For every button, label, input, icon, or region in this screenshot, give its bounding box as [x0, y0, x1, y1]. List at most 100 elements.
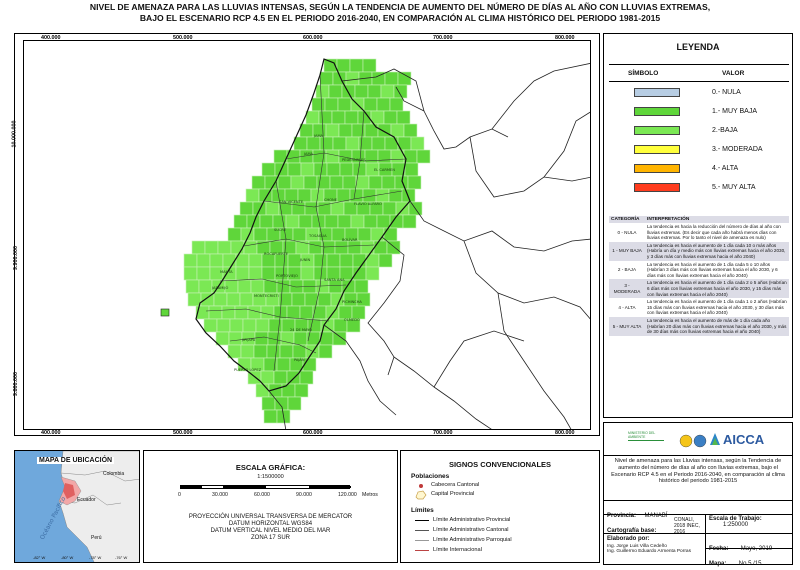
- threat-cell: [330, 201, 345, 216]
- locator-ecuador: Ecuador: [77, 497, 96, 503]
- threat-cell: [324, 214, 339, 229]
- threat-cell: [394, 175, 409, 190]
- lim-int-label: Límite Internacional: [433, 547, 482, 553]
- projection-info: PROYECCIÓN UNIVERSAL TRANSVERSA DE MERCA…: [144, 514, 397, 542]
- threat-cell: [286, 370, 301, 385]
- threat-cell: [407, 175, 422, 190]
- threat-cell: [217, 240, 232, 255]
- lim-prov-label: Límite Administrativo Provincial: [433, 517, 511, 523]
- legend-title: LEYENDA: [676, 42, 720, 52]
- threat-cell: [410, 136, 425, 151]
- interp-text: La tendencia es hacia el aumento de 1 dí…: [647, 261, 778, 278]
- threat-cell: [203, 318, 218, 333]
- threat-cell: [349, 188, 364, 203]
- place-label: JUNÍN: [299, 257, 310, 262]
- threat-cell: [384, 71, 399, 86]
- mapa-label: Mapa:: [709, 561, 727, 567]
- projection-line-4: ZONA 17 SUR: [250, 535, 290, 541]
- title-line-1: NIVEL DE AMENAZA PARA LAS LLUVIAS INTENS…: [89, 2, 711, 12]
- interp-row: 2 - BAJA La tendencia es hacia el aumento…: [609, 261, 789, 280]
- scale-unit: Metros: [362, 492, 378, 498]
- interp-category: 0 - NULA: [617, 229, 637, 235]
- threat-cell: [196, 266, 211, 281]
- map-description: Nivel de amenaza para las Lluvias intens…: [604, 455, 792, 487]
- threat-cell: [338, 123, 353, 138]
- threat-cell: [334, 240, 349, 255]
- locator-lon-1: -82° W: [33, 555, 46, 560]
- threat-cell: [319, 71, 334, 86]
- signs-title: SIGNOS CONVENCIONALES: [448, 460, 552, 469]
- y-tick-left-1: 10.000.000: [11, 120, 18, 148]
- place-label: OLMEDO: [344, 318, 360, 322]
- lim-prov-icon: [415, 520, 429, 521]
- threat-cell: [383, 110, 398, 125]
- threat-cell: [183, 253, 198, 268]
- threat-cell: [318, 344, 333, 359]
- aicca-logo-icon: [710, 433, 720, 445]
- threat-cell: [357, 227, 372, 242]
- threat-cell: [250, 279, 265, 294]
- threat-cell: [221, 305, 236, 320]
- legend-header-row: [609, 64, 789, 82]
- threat-cell: [332, 331, 347, 346]
- threat-cell: [235, 266, 250, 281]
- locator-lon-4: -76° W: [115, 555, 128, 560]
- legend-col-value: VALOR: [722, 70, 745, 77]
- threat-cell: [404, 162, 419, 177]
- threat-cell: [253, 344, 268, 359]
- place-label: PORTOVIEJO: [276, 274, 298, 278]
- x-tick-bottom-1: 400.000: [41, 430, 61, 436]
- interpretation-table: CATEGORÍA INTERPRETACIÓN 0 - NULA La tend…: [609, 216, 789, 336]
- place-label: BOLÍVAR: [342, 237, 358, 242]
- threat-cell: [215, 331, 230, 346]
- threat-cell: [276, 279, 291, 294]
- threat-cell: [378, 253, 393, 268]
- interp-text: La tendencia es hacia el aumento de más …: [645, 316, 789, 336]
- interp-text: La tendencia es hacia el aumento de 1 dí…: [645, 241, 789, 261]
- threat-cell: [265, 201, 280, 216]
- threat-cell: [237, 279, 252, 294]
- threat-cell: [287, 396, 302, 411]
- threat-cell: [294, 383, 309, 398]
- place-label: JARAMIJÓ: [211, 285, 228, 290]
- threat-cell: [311, 97, 326, 112]
- locator-lon-3: -78° W: [89, 555, 102, 560]
- map-canvas: JAMA PEDERNALES CHONE FLAVIO ALFARO EL CARME…: [23, 40, 591, 430]
- threat-cell: [291, 292, 306, 307]
- threat-cell: [354, 279, 369, 294]
- threat-cell: [367, 84, 382, 99]
- threat-cell: [276, 357, 291, 372]
- threat-cell: [277, 175, 292, 190]
- legend-value: 0.- NULA: [712, 89, 741, 96]
- legend-panel: LEYENDA SÍMBOLO VALOR 0.- NULA 1.- MUY BA…: [603, 33, 793, 418]
- threat-cell: [299, 123, 314, 138]
- interp-category: 4 - ALTA: [618, 304, 636, 310]
- threat-cell: [342, 175, 357, 190]
- locator-colombia: Colombia: [103, 471, 125, 477]
- threat-cell: [382, 201, 397, 216]
- threat-cell: [360, 240, 375, 255]
- scale-bar: [180, 485, 351, 489]
- threat-cell: [227, 227, 242, 242]
- threat-cell: [228, 331, 243, 346]
- threat-cell: [242, 318, 257, 333]
- projection-line-2: DATUM HORIZONTAL WGS84: [228, 521, 313, 527]
- threat-cell: [261, 396, 276, 411]
- interp-text: La tendencia es hacia el aumento de 1 dí…: [645, 279, 789, 299]
- legend-swatch: [634, 107, 680, 116]
- scale-label-1: 30.000: [212, 492, 228, 498]
- threat-cell: [306, 136, 321, 151]
- threat-cell: [383, 227, 398, 242]
- x-tick-bottom-3: 600.000: [303, 430, 323, 436]
- threat-cell: [318, 110, 333, 125]
- threat-cell: [403, 123, 418, 138]
- locator-title: MAPA DE UBICACIÓN: [37, 457, 115, 464]
- place-label: JAMA: [303, 152, 314, 156]
- threat-cell: [230, 240, 245, 255]
- lim-parr-icon: [415, 540, 429, 541]
- threat-cell: [371, 136, 386, 151]
- cantonal-boundaries: [205, 74, 407, 372]
- threat-cell: [337, 97, 352, 112]
- threat-cell: [363, 97, 378, 112]
- neighbor-boundaries: [268, 63, 590, 429]
